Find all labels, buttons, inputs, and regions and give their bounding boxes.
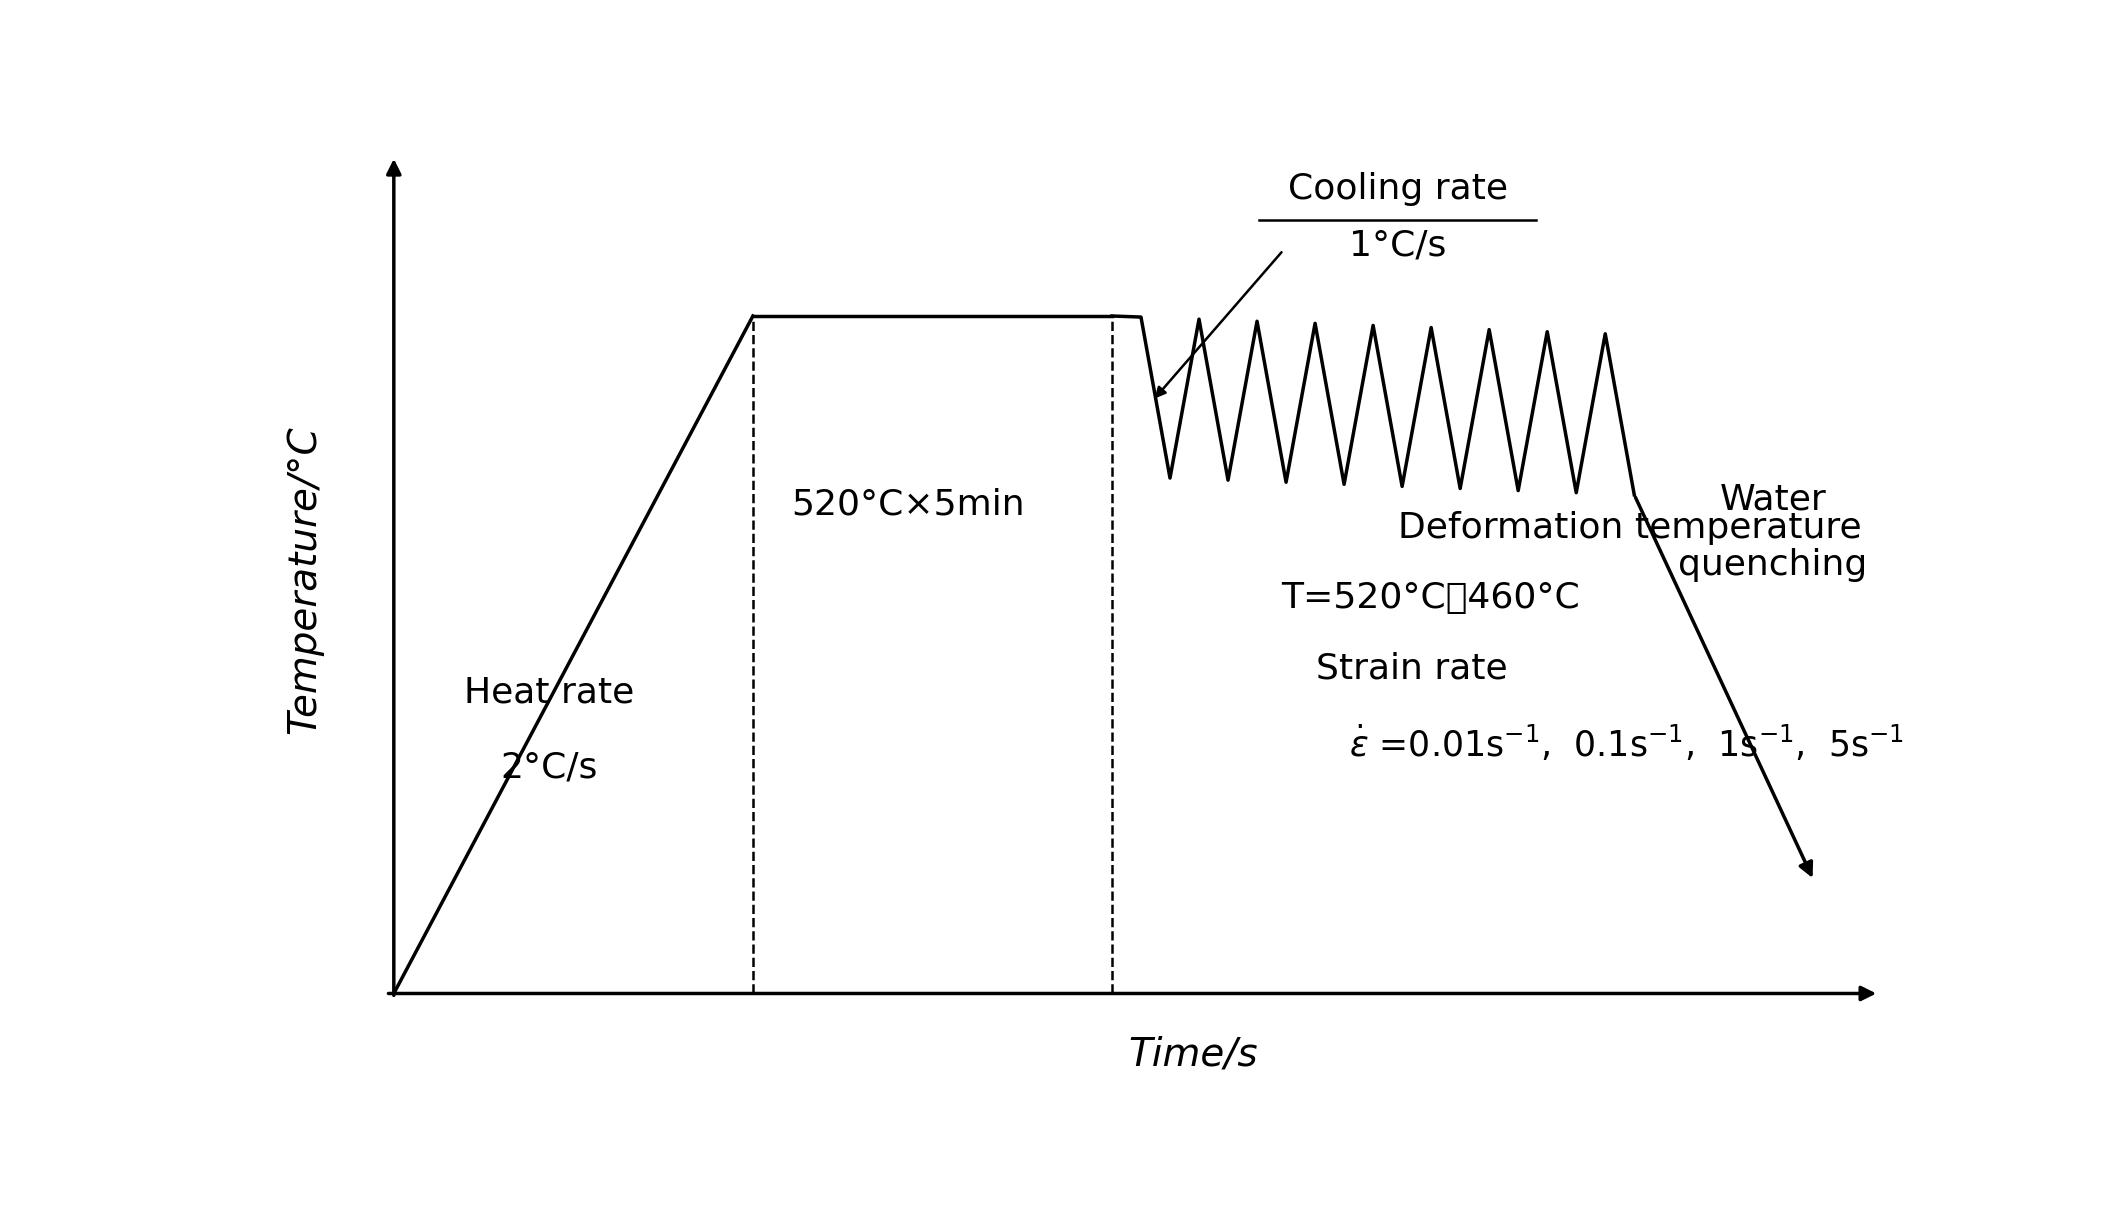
Text: $\dot{\varepsilon}$ =0.01s$^{-1}$,  0.1s$^{-1}$,  1s$^{-1}$,  5s$^{-1}$: $\dot{\varepsilon}$ =0.01s$^{-1}$, 0.1s$… [1348,725,1904,764]
Text: 1°C/s: 1°C/s [1350,229,1447,263]
Text: quenching: quenching [1678,549,1868,583]
Text: T=520°C～460°C: T=520°C～460°C [1280,582,1580,616]
Text: Deformation temperature: Deformation temperature [1398,511,1862,545]
Text: Heat rate: Heat rate [463,676,634,710]
Text: 520°C×5min: 520°C×5min [792,488,1026,522]
Text: Water: Water [1721,483,1826,517]
Text: Cooling rate: Cooling rate [1287,172,1508,207]
Text: Strain rate: Strain rate [1316,651,1508,686]
Text: Temperature/°C: Temperature/°C [284,425,322,733]
Text: 2°C/s: 2°C/s [501,750,598,785]
Text: Time/s: Time/s [1129,1036,1259,1074]
